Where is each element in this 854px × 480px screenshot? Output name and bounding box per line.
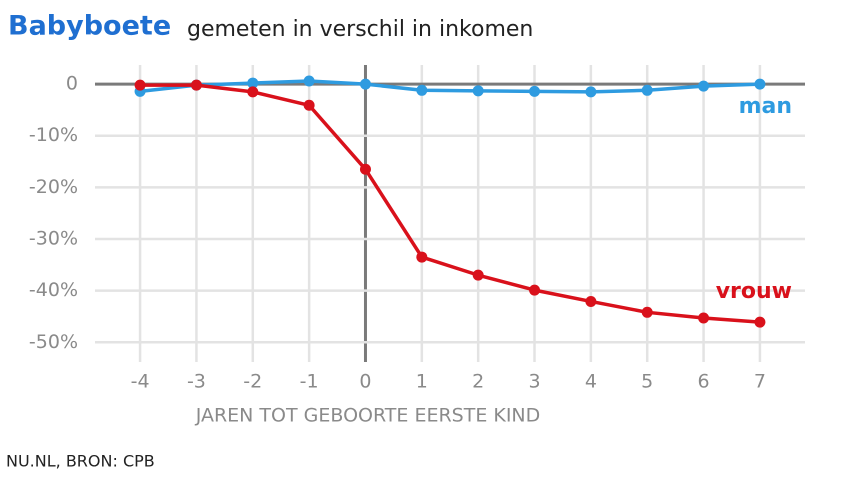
y-tick-label: -20% (29, 176, 78, 198)
data-point (359, 78, 371, 90)
x-tick-label: 0 (359, 371, 371, 393)
source: NU.NL, BRON: CPB (6, 452, 155, 471)
data-point (641, 84, 653, 96)
data-point (190, 79, 202, 91)
data-point (529, 85, 541, 97)
data-point (585, 86, 597, 98)
data-point (247, 77, 259, 89)
x-tick-label: -2 (243, 371, 262, 393)
chart-title: Babyboete (8, 11, 171, 42)
x-tick-label: 7 (754, 371, 766, 393)
y-tick-label: -40% (29, 279, 78, 301)
series-label: man (739, 94, 792, 119)
data-point (641, 306, 653, 318)
data-point (698, 80, 710, 92)
data-point (472, 269, 484, 281)
data-point (754, 78, 766, 90)
data-point (416, 84, 428, 96)
data-point (359, 163, 371, 175)
series-line (140, 83, 761, 324)
chart-subtitle: gemeten in verschil in inkomen (187, 17, 533, 42)
y-tick-label: -50% (29, 331, 78, 353)
x-tick-label: 3 (528, 371, 540, 393)
x-tick-label: 5 (641, 371, 653, 393)
x-axis-label: JAREN TOT GEBOORTE EERSTE KIND (195, 405, 541, 427)
data-point (472, 85, 484, 97)
data-point (529, 284, 541, 296)
data-point (303, 75, 315, 87)
series-label: vrouw (716, 279, 792, 304)
x-tick-label: 2 (472, 371, 484, 393)
x-tick-label: -4 (131, 371, 150, 393)
data-point (585, 295, 597, 307)
x-tick-label: -1 (300, 371, 319, 393)
y-tick-label: -10% (29, 124, 78, 146)
x-tick-label: 4 (585, 371, 597, 393)
data-point (303, 99, 315, 111)
x-tick-label: 6 (698, 371, 710, 393)
series-line (139, 79, 760, 94)
data-point (134, 79, 146, 91)
x-tick-label: -3 (187, 371, 206, 393)
x-tick-label: 1 (416, 371, 428, 393)
y-tick-label: 0 (66, 73, 78, 95)
y-tick-label: -30% (29, 227, 78, 249)
data-point (698, 312, 710, 324)
data-point (247, 86, 259, 98)
data-point (416, 251, 428, 263)
data-point (754, 316, 766, 328)
